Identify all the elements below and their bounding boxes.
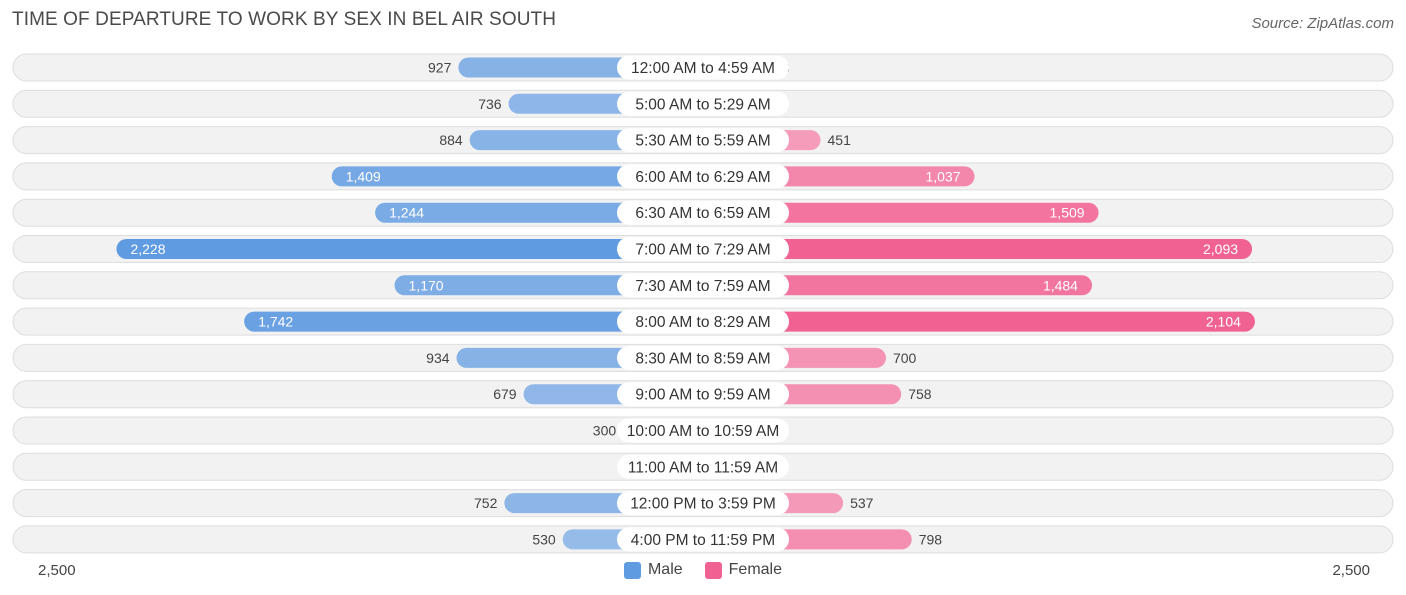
- category-label: 7:30 AM to 7:59 AM: [635, 278, 770, 295]
- male-value-label: 884: [439, 132, 463, 148]
- category-label: 4:00 PM to 11:59 PM: [631, 532, 775, 549]
- category-pill: [617, 418, 789, 443]
- legend-item-female[interactable]: Female: [704, 561, 783, 579]
- female-value-label: 700: [893, 350, 917, 366]
- male-value-label: 679: [493, 386, 517, 402]
- male-value-label: 530: [532, 531, 556, 547]
- axis-left-label: 2,500: [38, 562, 76, 579]
- legend-male-label: Male: [647, 561, 683, 578]
- male-value-label: 1,742: [258, 314, 293, 330]
- category-pill: [617, 273, 789, 298]
- male-value-label: 1,409: [346, 168, 381, 184]
- category-label: 6:30 AM to 6:59 AM: [635, 205, 770, 222]
- male-value-label: 934: [426, 350, 450, 366]
- category-label: 7:00 AM to 7:29 AM: [635, 242, 770, 259]
- male-bar: [331, 166, 712, 187]
- male-bar: [116, 239, 713, 259]
- male-value-label: 927: [428, 60, 452, 76]
- category-label: 8:00 AM to 8:29 AM: [635, 314, 770, 331]
- category-pill: [617, 309, 789, 334]
- category-pill: [617, 345, 789, 370]
- male-value-label: 1,170: [409, 277, 444, 293]
- female-bar: [692, 239, 1253, 259]
- female-value-label: 537: [850, 495, 874, 511]
- category-pill: [617, 454, 789, 479]
- female-value-label: 758: [908, 386, 932, 402]
- female-value-label: 1,037: [925, 168, 960, 184]
- category-pill: [617, 91, 789, 116]
- male-value-label: 752: [474, 495, 498, 511]
- legend: Male Female: [0, 561, 1406, 579]
- female-bar: [692, 202, 1099, 223]
- category-pill: [617, 382, 789, 407]
- category-pill: [617, 128, 789, 153]
- male-swatch: [623, 561, 641, 579]
- female-bar: [692, 275, 1092, 296]
- male-value-label: 300: [593, 423, 617, 439]
- category-label: 8:30 AM to 8:59 AM: [635, 350, 770, 367]
- legend-item-male[interactable]: Male: [623, 561, 683, 579]
- category-label: 6:00 AM to 6:29 AM: [635, 169, 770, 186]
- female-value-label: 1,484: [1043, 277, 1078, 293]
- female-value-label: 2,093: [1203, 241, 1238, 257]
- male-value-label: 736: [478, 96, 502, 112]
- category-pill: [617, 237, 789, 261]
- male-value-label: 2,228: [130, 241, 165, 257]
- female-bar: [692, 311, 1255, 332]
- male-value-label: 1,244: [389, 205, 424, 221]
- axis-right-label: 2,500: [1332, 562, 1370, 579]
- category-pill: [617, 527, 789, 552]
- source-label: Source: ZipAtlas.com: [1251, 15, 1394, 32]
- category-label: 9:00 AM to 9:59 AM: [635, 387, 770, 404]
- category-label: 12:00 AM to 4:59 AM: [631, 60, 775, 77]
- category-pill: [617, 491, 789, 516]
- category-label: 11:00 AM to 11:59 AM: [628, 459, 778, 476]
- male-bar: [244, 311, 712, 332]
- female-value-label: 2,104: [1206, 314, 1241, 330]
- category-pill: [617, 55, 789, 80]
- female-value-label: 1,509: [1050, 205, 1085, 221]
- category-label: 12:00 PM to 3:59 PM: [630, 496, 776, 513]
- female-value-label: 798: [919, 531, 943, 547]
- category-label: 5:00 AM to 5:29 AM: [635, 96, 770, 113]
- female-value-label: 451: [828, 132, 852, 148]
- category-pill: [617, 164, 789, 189]
- category-label: 5:30 AM to 5:59 AM: [635, 133, 770, 150]
- chart-title: TIME OF DEPARTURE TO WORK BY SEX IN BEL …: [12, 9, 557, 30]
- category-pill: [617, 200, 789, 225]
- legend-female-label: Female: [728, 561, 783, 578]
- category-label: 10:00 AM to 10:59 AM: [627, 423, 780, 440]
- female-swatch: [704, 561, 722, 579]
